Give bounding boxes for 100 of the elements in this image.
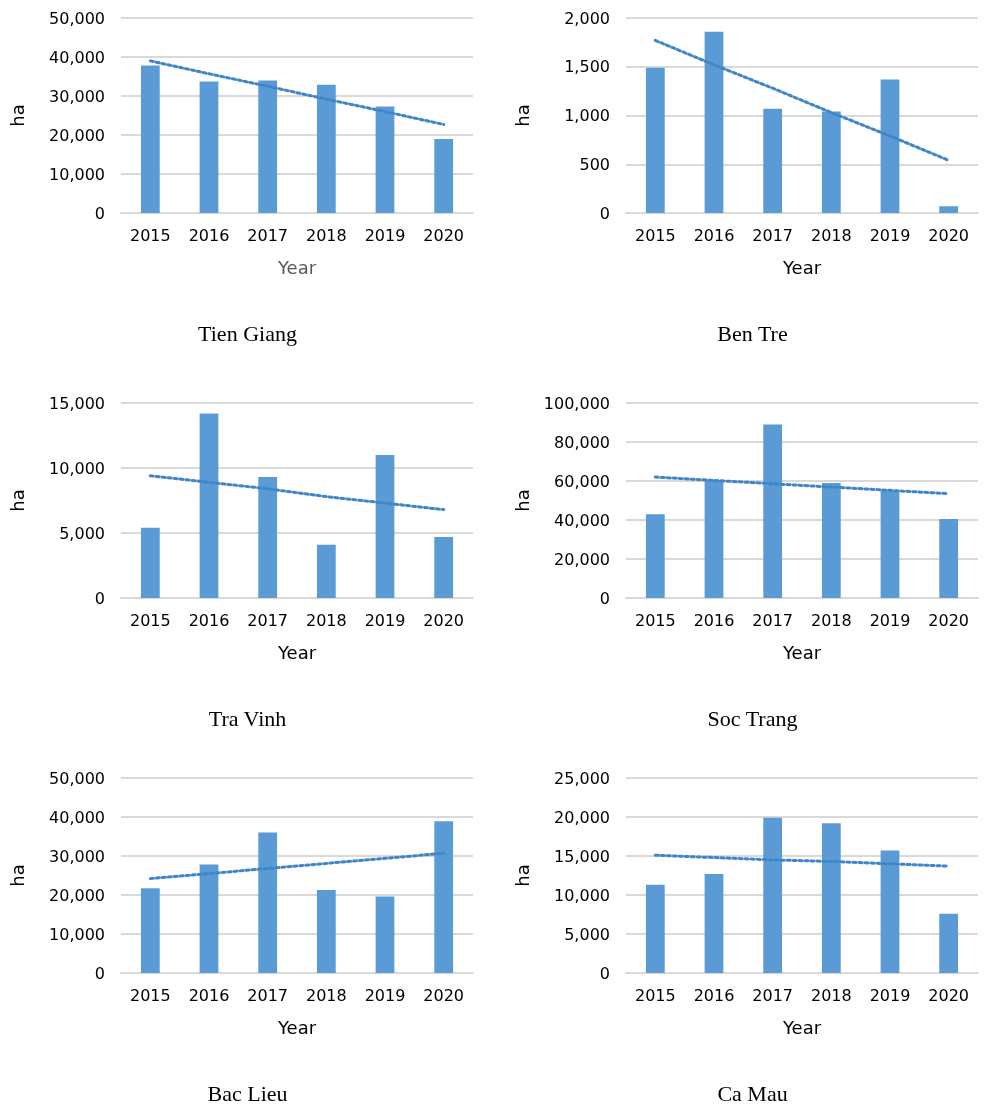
bar xyxy=(880,490,900,598)
bar xyxy=(645,884,665,973)
text: Tien Giang xyxy=(198,320,297,346)
x-tick-label: 2017 xyxy=(752,985,794,1005)
x-tick-label: 2015 xyxy=(634,610,676,630)
bar xyxy=(704,873,724,973)
x-tick-label: 2018 xyxy=(305,225,347,245)
bar xyxy=(140,65,160,213)
y-tick-label: 0 xyxy=(94,203,105,223)
bar xyxy=(258,832,278,973)
bar xyxy=(316,544,336,598)
x-tick-label: 2019 xyxy=(869,985,911,1005)
y-tick-label: 40,000 xyxy=(554,510,610,530)
x-tick-label: 2020 xyxy=(928,985,970,1005)
x-axis-title: Year xyxy=(276,1016,317,1038)
x-tick-label: 2016 xyxy=(188,610,230,630)
bar xyxy=(140,527,160,598)
bar xyxy=(763,817,783,973)
x-tick-label: 2016 xyxy=(693,610,735,630)
x-tick-label: 2017 xyxy=(247,985,289,1005)
x-tick-label: 2018 xyxy=(810,225,852,245)
y-axis-title: ha xyxy=(6,104,28,127)
bar xyxy=(375,896,395,973)
text: Ben Tre xyxy=(717,320,788,346)
bar xyxy=(821,111,841,213)
bar xyxy=(434,536,454,598)
x-axis-title: Year xyxy=(276,641,317,663)
bar xyxy=(199,81,219,213)
y-tick-label: 1,000 xyxy=(564,106,610,125)
text: Tra Vinh xyxy=(208,705,287,731)
x-tick-label: 2015 xyxy=(634,985,676,1005)
bar xyxy=(199,864,219,973)
bar xyxy=(880,79,900,213)
text: Ca Mau xyxy=(717,1080,788,1106)
x-tick-label: 2015 xyxy=(129,225,171,245)
bar xyxy=(763,108,783,213)
x-tick-label: 2020 xyxy=(928,225,970,245)
x-tick-label: 2016 xyxy=(188,225,230,245)
y-tick-label: 10,000 xyxy=(49,458,105,478)
y-axis-title: ha xyxy=(6,489,28,512)
line-series xyxy=(148,474,446,512)
bar xyxy=(258,477,278,598)
y-tick-label: 2,000 xyxy=(564,8,610,28)
bar xyxy=(375,455,395,598)
x-axis-title: Year xyxy=(781,256,822,278)
x-tick-label: 2017 xyxy=(247,610,289,630)
y-tick-label: 100,000 xyxy=(543,393,610,413)
y-tick-label: 50,000 xyxy=(49,8,105,28)
y-tick-label: 25,000 xyxy=(554,768,610,788)
y-axis-title: ha xyxy=(511,104,533,127)
y-tick-label: 20,000 xyxy=(554,549,610,569)
y-tick-label: 15,000 xyxy=(554,846,610,866)
y-tick-label: 40,000 xyxy=(49,807,105,827)
text: Bac Lieu xyxy=(207,1080,288,1106)
y-tick-label: 5,000 xyxy=(59,523,105,543)
y-tick-label: 1,500 xyxy=(564,57,610,77)
y-tick-label: 20,000 xyxy=(49,125,105,145)
y-tick-label: 5,000 xyxy=(564,924,610,944)
y-tick-label: 10,000 xyxy=(49,164,105,184)
y-tick-label: 80,000 xyxy=(554,432,610,452)
bar xyxy=(704,480,724,598)
bar xyxy=(821,823,841,973)
y-tick-label: 0 xyxy=(599,963,610,983)
bar xyxy=(704,31,724,213)
bar xyxy=(434,138,454,213)
x-tick-label: 2020 xyxy=(423,225,465,245)
x-tick-label: 2018 xyxy=(810,985,852,1005)
bar xyxy=(316,84,336,213)
line-series xyxy=(148,59,446,126)
bar xyxy=(645,67,665,213)
y-tick-label: 10,000 xyxy=(49,924,105,944)
x-tick-label: 2018 xyxy=(305,985,347,1005)
bar xyxy=(939,206,959,213)
x-tick-label: 2019 xyxy=(869,225,911,245)
x-axis-title: Year xyxy=(781,641,822,663)
x-tick-label: 2016 xyxy=(693,985,735,1005)
x-tick-label: 2015 xyxy=(129,610,171,630)
y-tick-label: 0 xyxy=(599,588,610,608)
x-tick-label: 2018 xyxy=(305,610,347,630)
y-tick-label: 15,000 xyxy=(49,393,105,413)
x-tick-label: 2015 xyxy=(129,985,171,1005)
y-axis-title: ha xyxy=(6,864,28,887)
x-tick-label: 2019 xyxy=(364,610,406,630)
x-tick-label: 2017 xyxy=(247,225,289,245)
bar xyxy=(140,888,160,973)
y-tick-label: 0 xyxy=(599,203,610,223)
y-tick-label: 0 xyxy=(94,963,105,983)
x-tick-label: 2017 xyxy=(752,610,794,630)
y-tick-label: 60,000 xyxy=(554,471,610,491)
x-tick-label: 2016 xyxy=(693,225,735,245)
y-axis-title: ha xyxy=(511,864,533,887)
x-tick-label: 2019 xyxy=(364,225,406,245)
bar xyxy=(375,106,395,213)
x-tick-label: 2019 xyxy=(869,610,911,630)
x-tick-label: 2020 xyxy=(423,985,465,1005)
x-tick-label: 2020 xyxy=(423,610,465,630)
text: Soc Trang xyxy=(707,705,798,731)
x-tick-label: 2018 xyxy=(810,610,852,630)
bar xyxy=(763,424,783,598)
y-tick-label: 40,000 xyxy=(49,47,105,67)
